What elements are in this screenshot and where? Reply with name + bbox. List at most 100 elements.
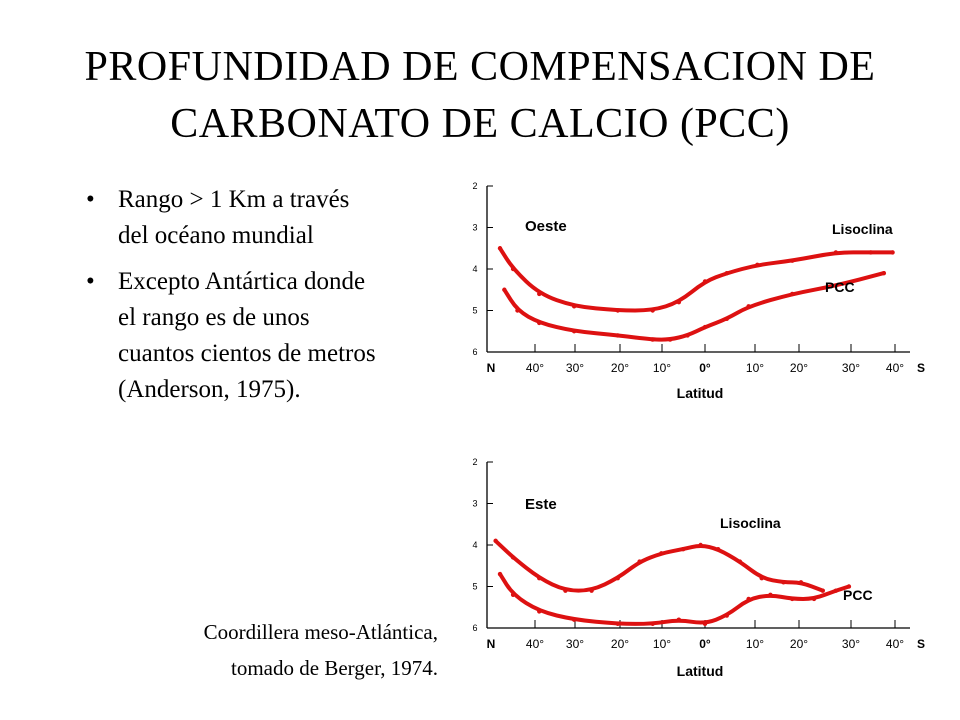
series-point: [685, 333, 690, 338]
series-point: [615, 576, 620, 581]
x-tick-label: 40°: [526, 361, 544, 375]
y-tick-label: 2: [472, 457, 477, 467]
x-tick-label: N: [487, 637, 496, 651]
series-point: [724, 270, 730, 276]
series-point: [515, 308, 520, 313]
slide-title-line-1: PROFUNDIDAD DE COMPENSACION DE: [84, 44, 876, 90]
series-point: [659, 551, 664, 556]
series-point: [715, 546, 721, 552]
series-label-lisoclina: Lisoclina: [832, 221, 893, 237]
x-tick-label: 20°: [611, 637, 629, 651]
source-caption-line-1: Coordillera meso-Atlántica,: [203, 620, 438, 644]
series-point: [676, 300, 682, 305]
x-tick-label: 30°: [842, 361, 860, 375]
series-point: [833, 250, 839, 255]
series-point: [667, 337, 673, 342]
series-line-pcc: [498, 572, 851, 626]
series-point: [781, 580, 786, 585]
series-point: [571, 617, 577, 622]
x-tick-label: 10°: [653, 361, 671, 375]
series-point: [537, 576, 542, 581]
series-point: [650, 337, 655, 342]
series-point: [650, 621, 655, 627]
chart-title: Este: [525, 496, 557, 513]
series-point: [702, 324, 708, 330]
series-point: [493, 538, 498, 544]
y-tick-label: 6: [472, 623, 477, 633]
y-tick-label: 3: [472, 499, 477, 509]
y-tick-label: 2: [472, 181, 477, 191]
bullet-item: • Rango > 1 Km a través del océano mundia…: [80, 182, 380, 254]
series-point: [680, 546, 686, 552]
series-point: [833, 283, 839, 288]
x-tick-label: 30°: [566, 637, 584, 651]
y-tick-label: 3: [472, 223, 477, 233]
series-point: [615, 308, 620, 313]
series-point: [497, 571, 503, 577]
series-point: [759, 576, 764, 581]
source-caption-line-2: tomado de Berger, 1974.: [231, 656, 438, 680]
series-point: [571, 304, 577, 309]
series-point: [510, 592, 516, 597]
series-point: [502, 287, 507, 292]
series-point: [890, 250, 895, 255]
x-tick-label: 0°: [699, 361, 711, 375]
x-tick-label: S: [917, 361, 925, 375]
series-point: [537, 291, 542, 297]
x-tick-label: 40°: [886, 361, 904, 375]
x-axis-label: Latitud: [677, 385, 724, 401]
series-point: [510, 266, 516, 272]
x-tick-label: 20°: [790, 361, 808, 375]
x-tick-label: 20°: [611, 361, 629, 375]
series-point: [724, 316, 730, 321]
series-point: [589, 588, 594, 593]
series-point: [615, 621, 620, 627]
bullet-dot: •: [86, 186, 95, 213]
bullet-text: Excepto Antártica donde el rango es de u…: [118, 268, 376, 403]
bullet-list: • Rango > 1 Km a través del océano mundia…: [80, 182, 380, 418]
x-tick-label: N: [487, 361, 496, 375]
series-point: [881, 270, 887, 276]
series-point: [497, 246, 503, 251]
x-tick-label: 10°: [653, 637, 671, 651]
series-point: [820, 588, 825, 593]
series-point: [868, 250, 873, 255]
series-point: [510, 555, 516, 560]
series-line-lisoclina: [498, 246, 895, 313]
series-point: [637, 559, 642, 564]
series-label-lisoclina: Lisoclina: [720, 515, 781, 531]
x-tick-label: 0°: [699, 637, 711, 651]
series-point: [737, 559, 743, 564]
series-point: [724, 613, 730, 618]
y-tick-label: 5: [472, 582, 477, 592]
x-tick-label: 10°: [746, 361, 764, 375]
series-point: [746, 596, 751, 602]
x-tick-label: 30°: [842, 637, 860, 651]
series-point: [537, 609, 542, 614]
x-tick-label: 40°: [526, 637, 544, 651]
series-point: [811, 596, 817, 602]
y-tick-label: 4: [472, 540, 477, 550]
series-line-lisoclina: [493, 538, 825, 593]
series-point: [798, 580, 804, 585]
series-point: [702, 621, 708, 627]
series-point: [768, 592, 773, 597]
series-point: [702, 279, 708, 284]
bullet-dot: •: [86, 268, 95, 295]
bullet-text: Rango > 1 Km a través del océano mundial: [118, 186, 350, 249]
series-point: [571, 329, 577, 334]
series-point: [790, 258, 795, 263]
series-point: [698, 542, 703, 548]
series-point: [615, 333, 620, 338]
series-point: [537, 320, 542, 326]
y-tick-label: 5: [472, 306, 477, 316]
series-point: [846, 584, 852, 589]
series-label-pcc: PCC: [825, 279, 855, 295]
x-tick-label: 40°: [886, 637, 904, 651]
y-tick-label: 4: [472, 264, 477, 274]
series-point: [755, 262, 760, 268]
series-point: [790, 291, 795, 297]
series-point: [746, 304, 751, 309]
series-label-pcc: PCC: [843, 587, 873, 603]
x-tick-label: 20°: [790, 637, 808, 651]
